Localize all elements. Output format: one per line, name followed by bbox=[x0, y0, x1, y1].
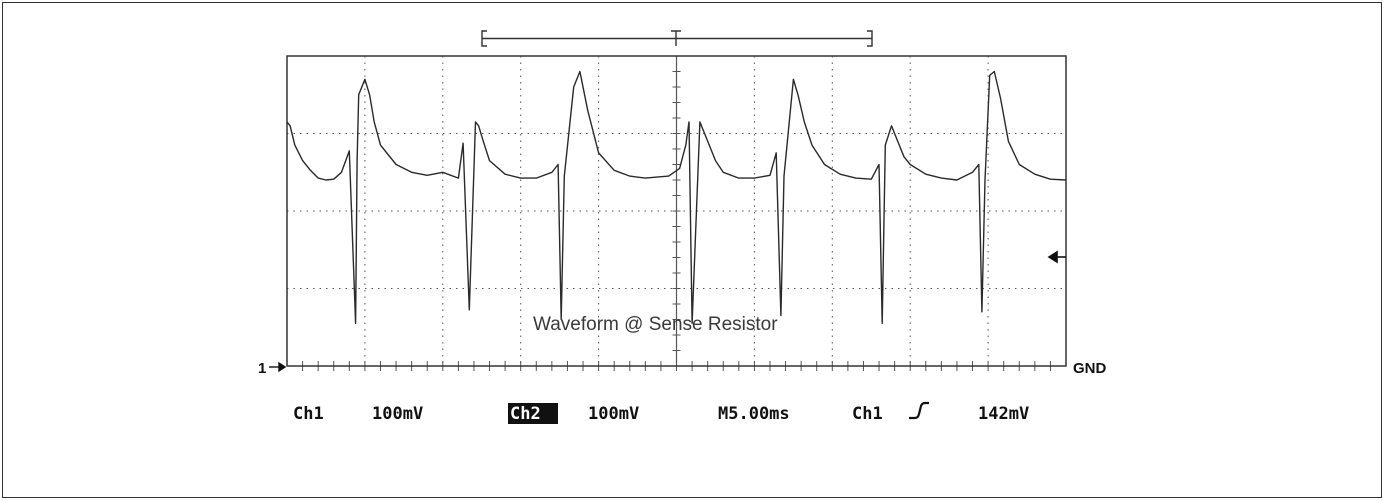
trigger-level: 142mV bbox=[978, 404, 1029, 424]
time-window-bracket bbox=[481, 30, 873, 47]
ground-label: GND bbox=[1073, 360, 1107, 377]
waveform-annotation: Waveform @ Sense Resistor bbox=[533, 314, 778, 335]
waveform-trace bbox=[286, 70, 1067, 325]
ch2-scale: 100mV bbox=[588, 404, 639, 424]
ch2-label: Ch2 bbox=[510, 404, 541, 424]
ch1-label: Ch1 bbox=[293, 404, 324, 424]
channel-marker-arrow-icon bbox=[269, 361, 287, 373]
channel-1-marker: 1 bbox=[258, 360, 266, 377]
trigger-source: Ch1 bbox=[852, 404, 883, 424]
graticule-border bbox=[286, 55, 1067, 367]
ch1-scale: 100mV bbox=[372, 404, 423, 424]
arrow-left-icon bbox=[1047, 250, 1066, 264]
ch2-highlight bbox=[508, 403, 558, 424]
timebase-readout: M5.00ms bbox=[718, 404, 790, 424]
rising-edge-icon bbox=[909, 401, 929, 420]
